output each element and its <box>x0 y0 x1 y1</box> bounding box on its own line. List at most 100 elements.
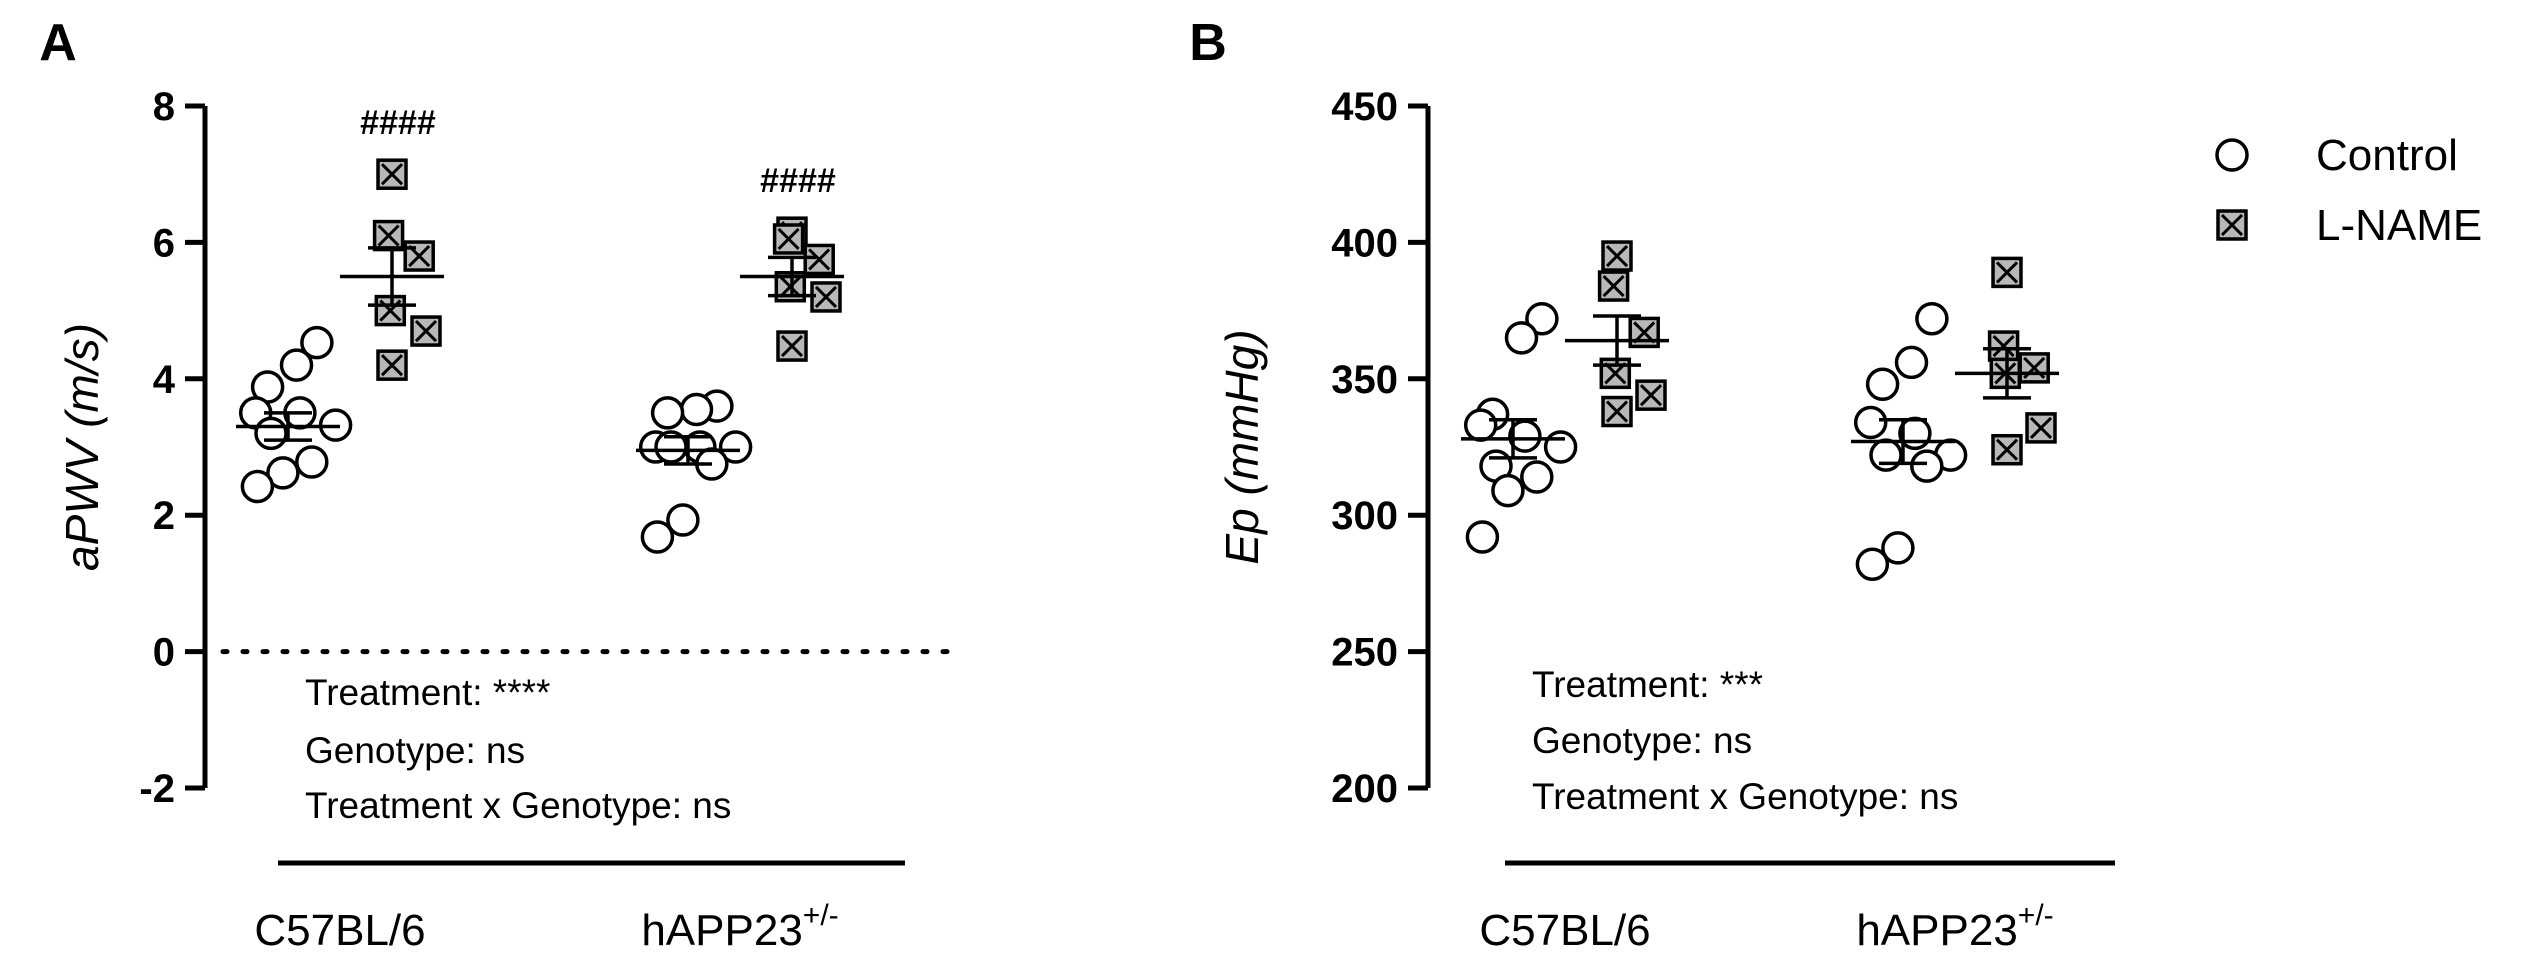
stat-annotation: Treatment: *** <box>1532 664 1763 705</box>
stat-annotation: Genotype: ns <box>305 730 525 771</box>
marker-cross <box>1639 384 1663 407</box>
marker-cross <box>1605 400 1629 423</box>
y-tick-label: 4 <box>153 358 176 402</box>
data-point <box>1987 330 2020 362</box>
data-point <box>254 416 288 451</box>
legend-circle-icon <box>2215 138 2249 172</box>
panel-label: B <box>1189 14 1227 72</box>
data-point <box>1635 379 1667 411</box>
data-point <box>640 520 675 554</box>
data-point <box>410 315 442 347</box>
data-point <box>1543 430 1578 464</box>
y-tick-label: 400 <box>1331 221 1398 265</box>
marker-cross <box>377 224 400 247</box>
significance-label: #### <box>360 104 436 142</box>
data-point <box>1865 367 1900 402</box>
legend-item-l-name: L-NAME <box>2216 201 2482 250</box>
data-point <box>295 445 329 479</box>
data-point <box>718 430 753 464</box>
y-tick-label: -2 <box>139 767 175 811</box>
y-tick-label: 0 <box>153 631 175 675</box>
data-point <box>2018 352 2050 384</box>
x-category-label: hAPP23+/- <box>641 899 838 955</box>
y-tick-label: 200 <box>1331 767 1398 811</box>
panel-b: B 200 250 300 350 400 450 Ep (mmHg) C57BL/6 hAPP2… <box>1189 14 2115 955</box>
x-category-label: hAPP23+/- <box>1856 899 2053 955</box>
stat-annotation: Treatment x Genotype: ns <box>1532 776 1958 817</box>
legend-x-square-icon <box>2216 209 2248 241</box>
marker-cross <box>1995 438 2019 461</box>
y-tick-label: 350 <box>1331 358 1398 402</box>
series-l-name: #### #### <box>340 104 844 381</box>
marker-cross <box>808 248 831 271</box>
marker-cross <box>380 163 404 186</box>
y-tick-label: 6 <box>153 221 175 265</box>
data-point <box>1853 405 1888 440</box>
marker-cross <box>408 244 431 268</box>
series-l-name <box>1565 240 2059 466</box>
data-point <box>279 348 314 382</box>
data-point <box>300 325 334 360</box>
data-point <box>376 158 408 190</box>
data-point <box>1991 433 2023 466</box>
y-tick-label: 450 <box>1331 85 1398 129</box>
stat-annotation: Genotype: ns <box>1532 720 1752 761</box>
marker-cross <box>2029 416 2053 439</box>
data-point <box>1869 438 1903 472</box>
legend-label: Control <box>2316 131 2458 180</box>
data-point <box>1491 473 1525 508</box>
category-superscript: +/- <box>803 899 839 932</box>
y-tick-label: 2 <box>153 494 175 538</box>
marker-cross <box>380 354 404 377</box>
data-point <box>1465 520 1500 554</box>
data-point <box>1601 240 1633 272</box>
data-point <box>1855 547 1890 582</box>
data-point <box>1525 302 1559 336</box>
marker-cross <box>780 335 804 358</box>
marker-cross <box>1605 244 1629 268</box>
data-point <box>772 223 805 255</box>
data-point <box>2025 412 2057 444</box>
data-point <box>1915 302 1949 336</box>
marker-cross <box>814 285 838 309</box>
data-point <box>679 392 714 427</box>
category-name: C57BL/6 <box>1479 906 1650 955</box>
marker-cross <box>1995 261 2019 284</box>
legend-label: L-NAME <box>2316 201 2482 250</box>
data-point <box>666 503 700 537</box>
data-point <box>1463 408 1498 442</box>
category-superscript: +/- <box>2018 899 2054 932</box>
marker-cross <box>2220 213 2244 237</box>
y-axis-title: Ep (mmHg) <box>1216 329 1268 564</box>
data-point <box>1601 395 1633 428</box>
data-point <box>266 456 300 490</box>
data-point <box>240 469 275 504</box>
data-point <box>1894 345 1929 380</box>
category-name: hAPP23 <box>1856 906 2017 955</box>
data-point <box>1504 321 1539 355</box>
legend: Control L-NAME <box>2215 131 2482 250</box>
series-control <box>1461 302 1968 582</box>
data-point <box>376 349 408 381</box>
data-point <box>654 430 688 464</box>
y-tick-label: 250 <box>1331 631 1398 675</box>
category-name: C57BL/6 <box>254 906 425 955</box>
data-point <box>810 281 842 313</box>
y-tick-label: 300 <box>1331 494 1398 538</box>
y-axis-title: aPWV (m/s) <box>56 323 108 571</box>
category-name: hAPP23 <box>641 906 802 955</box>
significance-label: #### <box>760 162 836 200</box>
x-category-label: C57BL/6 <box>1479 906 1650 955</box>
marker-cross <box>1602 274 1625 298</box>
y-tick-label: 8 <box>153 85 175 129</box>
data-point <box>776 330 808 362</box>
data-point <box>1881 531 1915 565</box>
data-point <box>1520 460 1554 494</box>
x-category-label: C57BL/6 <box>254 906 425 955</box>
data-point <box>803 243 835 276</box>
panel-label: A <box>39 14 77 72</box>
data-point <box>650 396 685 430</box>
data-point <box>372 219 405 252</box>
